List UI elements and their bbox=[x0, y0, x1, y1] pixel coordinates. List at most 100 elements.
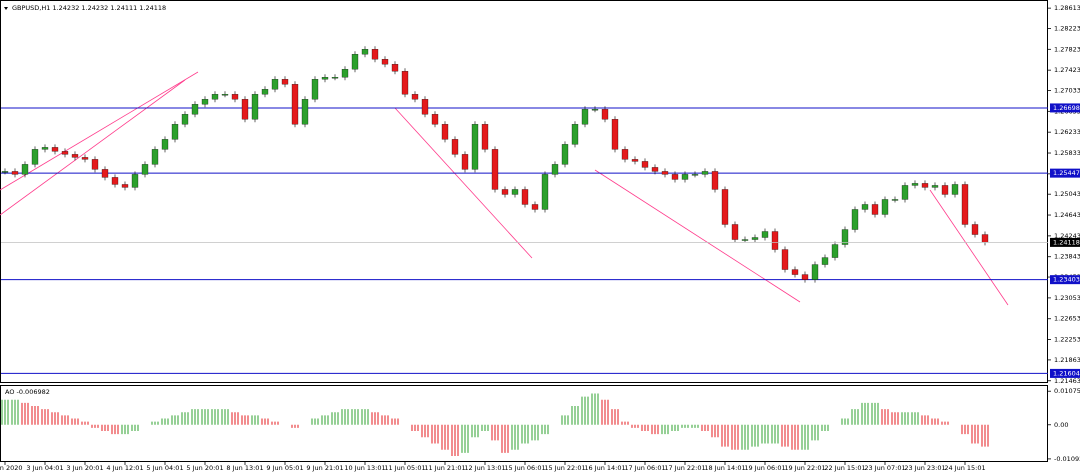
x-tick-label: 5 Jun 20:01 bbox=[186, 464, 223, 472]
candle-body bbox=[561, 144, 569, 165]
candle-body bbox=[331, 77, 339, 79]
candle-body bbox=[221, 94, 229, 96]
y-tick-label: 1.22253 bbox=[1054, 336, 1080, 344]
candle-body bbox=[601, 109, 609, 120]
x-tick-label: 15 Jun 06:01 bbox=[504, 464, 545, 472]
y-tick-label: 1.28613 bbox=[1054, 4, 1080, 12]
candle-body bbox=[531, 204, 539, 210]
x-tick-label: 24 Jun 15:01 bbox=[944, 464, 985, 472]
y-tick-label: 1.27033 bbox=[1054, 86, 1080, 94]
candle-body bbox=[231, 94, 239, 100]
candle-body bbox=[711, 171, 719, 190]
candle-body bbox=[501, 189, 509, 195]
candle-body bbox=[591, 109, 599, 111]
candle-body bbox=[361, 49, 369, 55]
candle-body bbox=[341, 69, 349, 78]
candle-body bbox=[981, 234, 989, 243]
candle-body bbox=[911, 183, 919, 186]
candle-body bbox=[681, 174, 689, 180]
candle-body bbox=[671, 174, 679, 180]
candle-body bbox=[471, 124, 479, 170]
candle-body bbox=[271, 79, 279, 90]
indicator-y-tick-label: -0.010929 bbox=[1054, 455, 1080, 463]
x-tick-label: 19 Jun 22:01 bbox=[784, 464, 825, 472]
candle-body bbox=[901, 185, 909, 200]
level-label-box bbox=[1050, 275, 1080, 285]
candle-body bbox=[81, 157, 89, 160]
x-tick-label: 17 Jun 22:01 bbox=[664, 464, 705, 472]
x-tick-label: 5 Jun 04:01 bbox=[146, 464, 183, 472]
candle-body bbox=[11, 171, 19, 175]
candle-body bbox=[181, 114, 189, 125]
candle-body bbox=[151, 149, 159, 165]
last-price-label: 1.24118 bbox=[1053, 238, 1080, 246]
candle-body bbox=[211, 94, 219, 100]
candle-body bbox=[651, 167, 659, 172]
y-tick-label: 1.26233 bbox=[1054, 128, 1080, 136]
candle-body bbox=[891, 199, 899, 201]
y-tick-label: 1.22653 bbox=[1054, 315, 1080, 323]
level-label: 1.26698 bbox=[1053, 104, 1080, 112]
channel-line bbox=[0, 71, 199, 191]
x-tick-label: 9 Jun 21:01 bbox=[306, 464, 343, 472]
candle-body bbox=[661, 171, 669, 175]
candle-body bbox=[371, 49, 379, 60]
candle-body bbox=[301, 99, 309, 125]
x-tick-label: 15 Jun 22:01 bbox=[544, 464, 585, 472]
candle-body bbox=[101, 169, 109, 178]
y-tick-label: 1.25043 bbox=[1054, 190, 1080, 198]
level-label: 1.23403 bbox=[1053, 276, 1080, 284]
x-tick-label: 3 Jun 20:01 bbox=[66, 464, 103, 472]
candle-body bbox=[481, 124, 489, 150]
candle-body bbox=[871, 204, 879, 215]
candle-body bbox=[161, 139, 169, 150]
y-tick-label: 1.23843 bbox=[1054, 253, 1080, 261]
channel-line bbox=[929, 189, 1009, 306]
candle-body bbox=[731, 224, 739, 240]
channel-lines bbox=[0, 71, 1009, 306]
x-tick-label: 16 Jun 14:01 bbox=[584, 464, 625, 472]
candle-body bbox=[931, 185, 939, 188]
candle-body bbox=[631, 159, 639, 162]
candle-body bbox=[91, 159, 99, 170]
x-tick-label: 18 Jun 14:01 bbox=[704, 464, 745, 472]
candle-body bbox=[511, 189, 519, 195]
candle-body bbox=[131, 174, 139, 188]
candle-body bbox=[721, 189, 729, 225]
x-tick-label: 11 Jun 21:01 bbox=[424, 464, 465, 472]
level-label: 1.25447 bbox=[1053, 169, 1080, 177]
candle-body bbox=[201, 99, 209, 105]
candle-body bbox=[971, 224, 979, 235]
level-label-box bbox=[1050, 103, 1080, 113]
candle-body bbox=[771, 231, 779, 250]
candle-body bbox=[121, 184, 129, 188]
candle-body bbox=[401, 71, 409, 95]
candle-body bbox=[31, 149, 39, 165]
candle-body bbox=[461, 154, 469, 170]
candle-body bbox=[611, 119, 619, 150]
candle-body bbox=[51, 147, 59, 152]
candle-body bbox=[861, 204, 869, 210]
x-tick-label: 23 Jun 07:01 bbox=[864, 464, 905, 472]
channel-line bbox=[394, 107, 533, 259]
y-tick-label: 1.23053 bbox=[1054, 294, 1080, 302]
level-label-box bbox=[1050, 168, 1080, 178]
candle-body bbox=[141, 164, 149, 175]
indicator-panel bbox=[0, 385, 1048, 462]
candle-body bbox=[701, 171, 709, 175]
x-tick-label: 23 Jun 23:01 bbox=[904, 464, 945, 472]
candle-body bbox=[431, 114, 439, 125]
indicator-title: AO -0.006982 bbox=[5, 388, 50, 396]
candle-body bbox=[741, 239, 749, 241]
candle-body bbox=[421, 99, 429, 115]
x-tick-label: 8 Jun 13:01 bbox=[226, 464, 263, 472]
x-tick-label: 3 Jun 04:01 bbox=[26, 464, 63, 472]
candle-body bbox=[541, 174, 549, 210]
candle-body bbox=[941, 185, 949, 195]
level-label-box bbox=[1050, 368, 1080, 378]
channel-line bbox=[0, 79, 186, 216]
level-label: 1.21604 bbox=[1053, 369, 1080, 377]
candle-body bbox=[621, 149, 629, 160]
